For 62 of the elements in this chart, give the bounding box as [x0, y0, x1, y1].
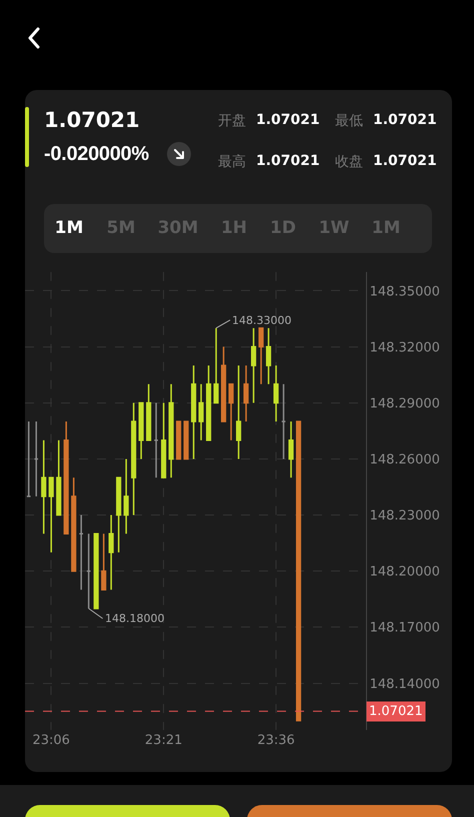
candlestick [258, 327, 264, 385]
text: 开盘 [218, 112, 246, 130]
candlestick [34, 420, 39, 498]
candlestick [198, 383, 204, 441]
text: 1M [54, 218, 84, 238]
candlestick [101, 532, 106, 591]
candlestick [146, 383, 152, 441]
candlestick [48, 476, 54, 554]
y-tick-label: 148.20000 [370, 564, 440, 580]
y-tick-label: 148.26000 [370, 452, 440, 468]
text: 1.07021 [256, 153, 320, 169]
text: 1.07021 [256, 112, 320, 128]
x-tick-label: 23:06 [32, 733, 70, 748]
candlestick [168, 383, 174, 478]
candlestick [138, 402, 144, 460]
candlestick [116, 476, 122, 554]
candlestick [124, 458, 129, 534]
text: 收盘 [335, 153, 363, 171]
x-tick-label: 23:21 [144, 733, 182, 748]
candlestick [191, 364, 196, 460]
candlestick [280, 383, 286, 460]
chart-subtitle: -0.020000% [44, 143, 149, 166]
candlestick [228, 383, 234, 441]
y-tick-label: 148.14000 [370, 676, 440, 692]
text: 最高 [218, 153, 246, 171]
candlestick [266, 327, 272, 385]
y-tick-label: 148.17000 [370, 620, 440, 636]
candlestick [273, 364, 279, 422]
candlestick [161, 402, 166, 478]
text: 1.07021 [369, 704, 423, 719]
annotation: 148.33000 [232, 314, 292, 327]
y-tick-label: 148.29000 [370, 396, 440, 412]
candlestick [41, 439, 46, 534]
candlestick [214, 327, 219, 404]
candlestick [206, 364, 212, 441]
y-tick-label: 148.23000 [370, 508, 440, 524]
candlestick [296, 420, 302, 722]
candlestick [176, 420, 182, 460]
candlestick [56, 439, 62, 516]
x-tick-label: 23:36 [257, 733, 295, 748]
candlestick [251, 327, 256, 404]
annotation: 148.18000 [105, 612, 164, 625]
candlestick [26, 420, 32, 498]
candlestick [288, 420, 294, 478]
candlestick [71, 476, 76, 572]
candlestick [236, 364, 242, 460]
candlestick [86, 532, 92, 610]
y-tick-label: 148.32000 [370, 340, 440, 356]
text: 1.07021 [373, 112, 437, 128]
text: 最低 [335, 112, 363, 130]
candlestick [78, 514, 84, 591]
candlestick [221, 346, 226, 422]
candlestick [154, 402, 159, 478]
y-tick-label: 148.35000 [370, 284, 440, 300]
candlestick [94, 532, 99, 610]
candlestick [184, 420, 189, 460]
text: 1.07021 [373, 153, 437, 169]
candlestick [108, 514, 114, 591]
candlestick [243, 364, 249, 422]
candlestick [64, 420, 69, 534]
text: 1.07021 [44, 108, 140, 132]
candlestick [131, 402, 136, 516]
